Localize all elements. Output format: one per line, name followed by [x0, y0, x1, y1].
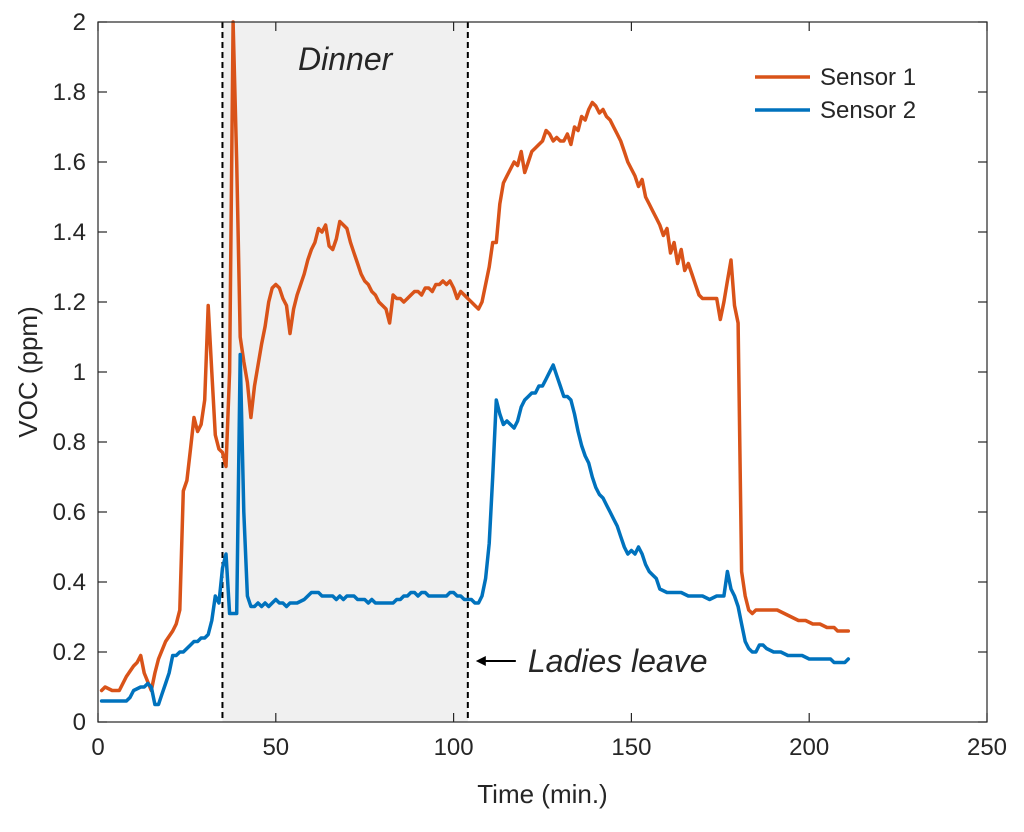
y-tick-label: 1.4 [53, 219, 86, 246]
x-tick-label: 200 [789, 734, 829, 761]
y-tick-label: 2 [73, 9, 86, 36]
y-tick-label: 0.8 [53, 429, 86, 456]
y-tick-label: 1.8 [53, 79, 86, 106]
shaded-region-label: Dinner [298, 41, 394, 77]
x-tick-label: 50 [262, 734, 289, 761]
y-tick-label: 0 [73, 709, 86, 736]
legend-label-1: Sensor 1 [820, 64, 916, 91]
x-axis-label: Time (min.) [477, 779, 607, 809]
x-tick-label: 250 [967, 734, 1007, 761]
legend-label-2: Sensor 2 [820, 97, 916, 124]
y-tick-label: 1.2 [53, 289, 86, 316]
y-tick-label: 1.6 [53, 149, 86, 176]
y-axis-label: VOC (ppm) [13, 306, 43, 437]
x-tick-label: 0 [91, 734, 104, 761]
series-line-1 [99, 20, 851, 693]
y-tick-label: 0.2 [53, 639, 86, 666]
x-tick-label: 150 [611, 734, 651, 761]
annotation-arrow-head [475, 656, 486, 666]
y-tick-label: 0.4 [53, 569, 86, 596]
shaded-region [222, 22, 468, 722]
y-tick-label: 1 [73, 359, 86, 386]
x-tick-label: 100 [434, 734, 474, 761]
annotation-text: Ladies leave [528, 643, 708, 679]
series-line-2 [99, 352, 851, 707]
y-tick-label: 0.6 [53, 499, 86, 526]
